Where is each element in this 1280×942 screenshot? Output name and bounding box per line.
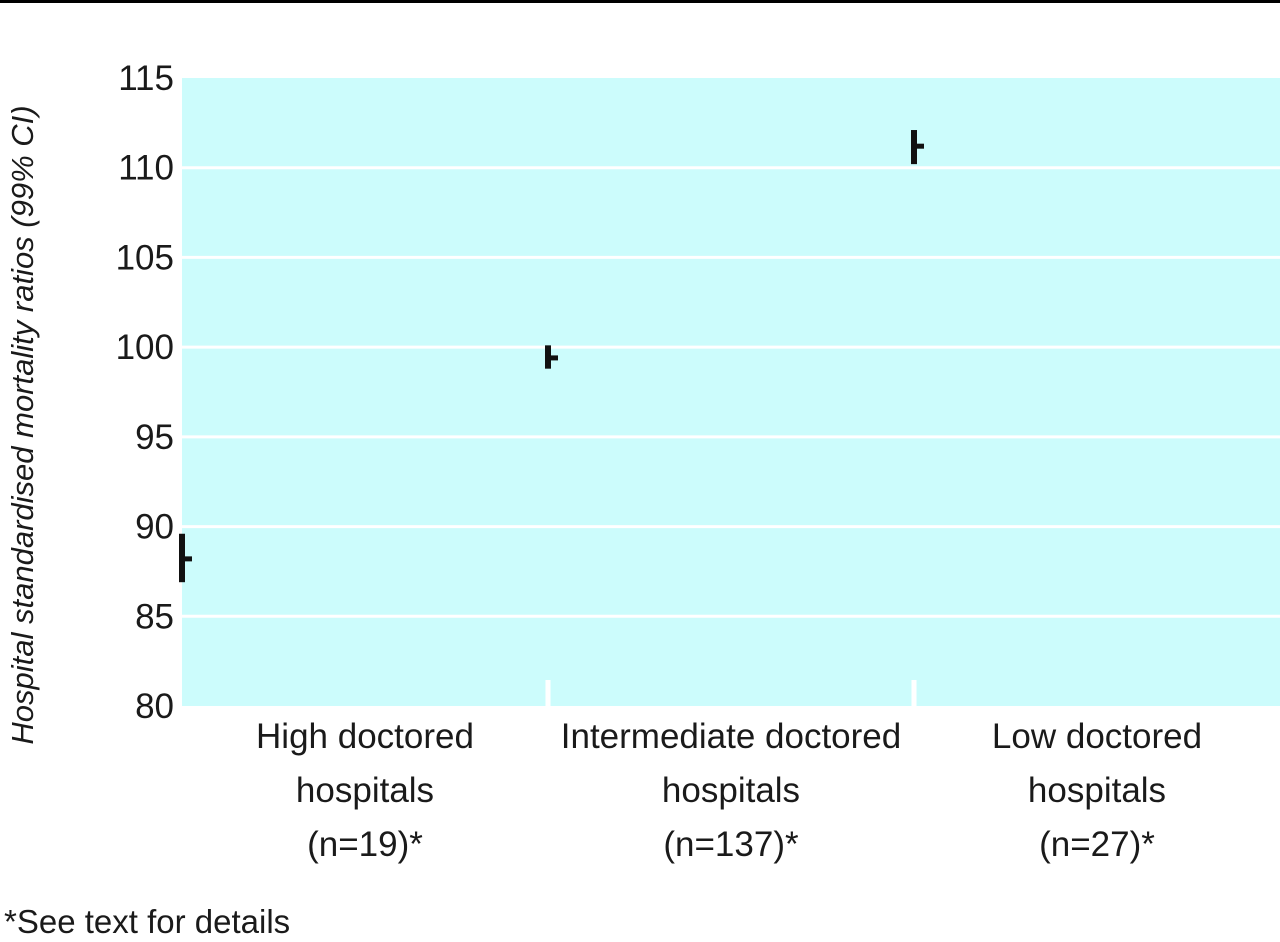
point-estimate bbox=[548, 355, 558, 361]
category-label-line: hospitals bbox=[296, 771, 434, 810]
category-label-line: hospitals bbox=[662, 771, 800, 810]
top-rule bbox=[0, 0, 1280, 3]
error-bar bbox=[545, 345, 558, 369]
category-label-line: Intermediate doctored bbox=[561, 717, 901, 756]
x-category-label: Intermediate doctored hospitals (n=137)* bbox=[561, 717, 901, 864]
footnote: *See text for details bbox=[4, 903, 291, 940]
x-category-label: High doctored hospitals (n=19)* bbox=[256, 717, 474, 864]
x-category-label: Low doctored hospitals (n=27)* bbox=[992, 717, 1202, 864]
y-tick-labels: 80 85 90 95 100 105 110 115 bbox=[116, 59, 174, 726]
plot-area bbox=[182, 78, 1280, 706]
y-axis-title: Hospital standardised mortality ratios (… bbox=[5, 105, 40, 744]
y-tick-label: 90 bbox=[135, 508, 174, 547]
category-label-line: Low doctored bbox=[992, 717, 1202, 756]
point-estimate bbox=[914, 143, 924, 149]
x-category-labels: High doctored hospitals (n=19)* Intermediat… bbox=[256, 717, 1202, 864]
y-tick-label: 105 bbox=[116, 238, 174, 277]
category-label-line: (n=27)* bbox=[1039, 825, 1155, 864]
category-label-line: High doctored bbox=[256, 717, 474, 756]
y-tick-label: 100 bbox=[116, 328, 174, 367]
y-tick-label: 95 bbox=[135, 418, 174, 457]
y-tick-label: 110 bbox=[118, 149, 174, 188]
category-label-line: hospitals bbox=[1028, 771, 1166, 810]
point-estimate bbox=[182, 556, 192, 562]
error-bars bbox=[179, 130, 924, 583]
y-tick-label: 115 bbox=[118, 59, 174, 98]
error-bar-chart: 80 85 90 95 100 105 110 115 High doctored hospit… bbox=[5, 59, 1280, 864]
category-label-line: (n=137)* bbox=[663, 825, 799, 864]
category-label-line: (n=19)* bbox=[307, 825, 423, 864]
error-bar bbox=[911, 130, 924, 165]
error-bar bbox=[179, 533, 192, 583]
gridlines bbox=[182, 166, 1280, 618]
y-tick-label: 85 bbox=[135, 597, 174, 636]
y-tick-label: 80 bbox=[135, 687, 174, 726]
category-separators bbox=[545, 680, 917, 706]
